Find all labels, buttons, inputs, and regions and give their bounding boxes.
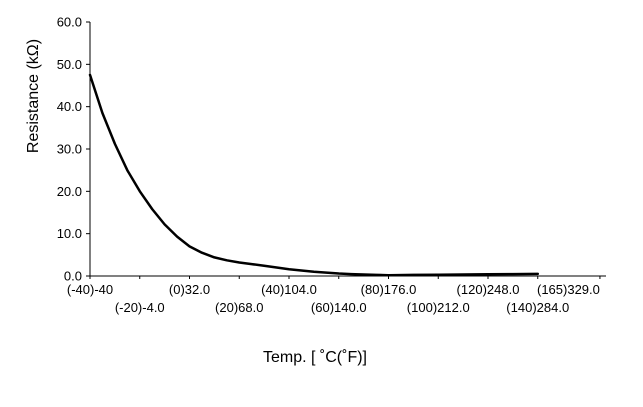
series-line xyxy=(88,73,540,277)
y-tick-label: 10.0 xyxy=(57,226,82,241)
x-tick-label: (0)32.0 xyxy=(169,282,210,297)
y-tick-label: 30.0 xyxy=(57,142,82,157)
series-lines xyxy=(88,73,540,277)
x-tick-label: (-20)-4.0 xyxy=(115,300,165,315)
y-tick-label: 0.0 xyxy=(64,269,82,284)
x-tick-label: (100)212.0 xyxy=(407,300,470,315)
x-ticks: (-40)-40(-20)-4.0 (0)32.0 (20)68.0 (40)104.… xyxy=(67,276,601,315)
y-tick-label: 60.0 xyxy=(57,15,82,30)
x-tick-label: (140)284.0 xyxy=(506,300,569,315)
y-tick-label: 40.0 xyxy=(57,99,82,114)
y-axis-title: Resistance (kΩ) xyxy=(25,39,42,153)
axes xyxy=(89,22,606,277)
x-tick-label: (80)176.0 xyxy=(361,282,417,297)
x-tick-label: (120)248.0 xyxy=(457,282,520,297)
x-tick-label: (-40)-40 xyxy=(67,282,113,297)
x-tick-label: (60)140.0 xyxy=(311,300,367,315)
x-tick-label: (40)104.0 xyxy=(261,282,317,297)
y-tick-label: 50.0 xyxy=(57,57,82,72)
y-ticks: 0.0 10.0 20.0 30.0 40.0 50.0 60.0 xyxy=(57,15,90,284)
y-tick-label: 20.0 xyxy=(57,184,82,199)
x-tick-label: (20)68.0 xyxy=(215,300,263,315)
x-axis-title: Temp. [ ˚C(˚F)] xyxy=(263,349,367,366)
x-tick-label: (165)329.0 xyxy=(537,282,600,297)
